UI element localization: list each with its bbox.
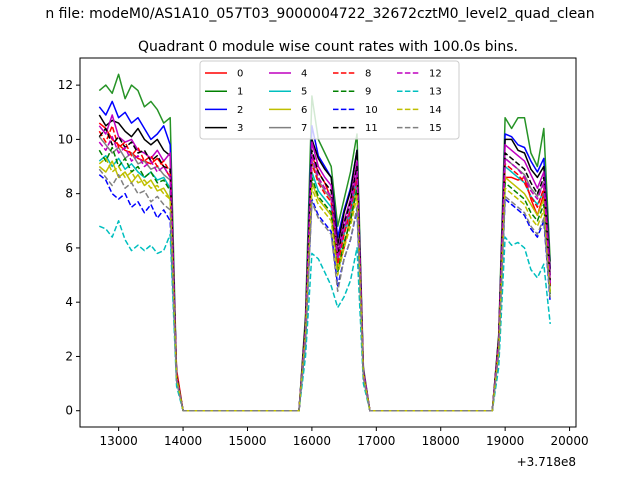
y-tick-label: 4 xyxy=(65,295,73,309)
series-line-1 xyxy=(98,73,551,412)
legend-label-12: 12 xyxy=(429,69,442,80)
legend-label-10: 10 xyxy=(365,105,378,116)
legend-label-1: 1 xyxy=(237,87,243,98)
legend-label-11: 11 xyxy=(365,123,378,134)
legend-label-5: 5 xyxy=(301,87,307,98)
series-line-2 xyxy=(98,100,551,412)
series-line-3 xyxy=(98,114,551,412)
y-tick-label: 10 xyxy=(58,132,73,146)
legend-label-9: 9 xyxy=(365,87,371,98)
chart-title: Quadrant 0 module wise count rates with … xyxy=(138,39,518,55)
y-tick-label: 2 xyxy=(65,349,73,363)
x-tick-label: 20000 xyxy=(550,434,588,448)
series-line-9 xyxy=(98,146,551,412)
x-tick-label: 19000 xyxy=(486,434,524,448)
axes-frame xyxy=(79,57,577,428)
axis-ticks: 13000 14000 15000 16000 17000 18000 19000 20000… xyxy=(58,78,589,448)
x-tick-label: 16000 xyxy=(293,434,331,448)
legend-label-0: 0 xyxy=(237,69,243,80)
legend-label-2: 2 xyxy=(237,105,243,116)
x-tick-label: 15000 xyxy=(228,434,266,448)
series-line-10 xyxy=(98,174,551,412)
y-tick-label: 0 xyxy=(65,404,73,418)
series-line-4 xyxy=(98,114,551,412)
figure-suptitle: n file: modeM0/AS1A10_057T03_9000004722_… xyxy=(45,6,594,22)
legend-label-4: 4 xyxy=(301,69,307,80)
legend-label-13: 13 xyxy=(429,87,442,98)
series-line-11 xyxy=(98,127,551,412)
series-line-12 xyxy=(98,135,551,412)
legend-label-15: 15 xyxy=(429,123,442,134)
series-line-13 xyxy=(99,220,551,412)
x-tick-label: 13000 xyxy=(100,434,138,448)
x-tick-label: 14000 xyxy=(164,434,202,448)
series-line-5 xyxy=(98,154,551,412)
series-line-14 xyxy=(98,157,551,412)
x-tick-label: 17000 xyxy=(357,434,395,448)
x-tick-label: 18000 xyxy=(422,434,460,448)
legend-label-8: 8 xyxy=(365,69,371,80)
y-tick-label: 8 xyxy=(65,187,73,201)
series-line-15 xyxy=(98,168,551,412)
series-line-6 xyxy=(98,160,551,412)
x-offset-label: +3.718e8 xyxy=(517,455,576,469)
y-tick-label: 12 xyxy=(58,78,73,92)
legend-label-3: 3 xyxy=(237,123,243,134)
legend-label-7: 7 xyxy=(301,123,307,134)
legend-label-6: 6 xyxy=(301,105,307,116)
legend-label-14: 14 xyxy=(429,105,442,116)
plot-area xyxy=(98,73,551,412)
legend-box xyxy=(199,60,460,140)
y-tick-label: 6 xyxy=(65,241,73,255)
